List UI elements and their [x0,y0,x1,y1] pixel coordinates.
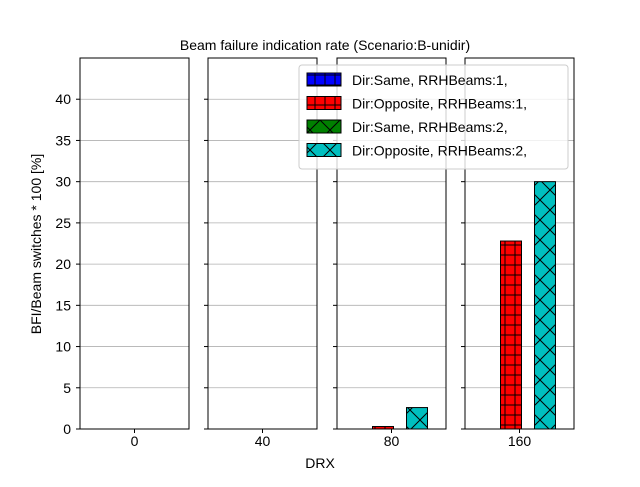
y-tick-label-15: 15 [55,297,71,313]
legend-label-1: Dir:Same, RRHBeams:1, [352,72,508,88]
legend-swatch-hatch-2 [307,96,341,110]
y-tick-label-10: 10 [55,339,71,355]
y-tick-label-30: 30 [55,174,71,190]
y-tick-label-0: 0 [63,421,71,437]
y-tick-label-25: 25 [55,215,71,231]
y-tick-label-40: 40 [55,91,71,107]
x-tick-label-80: 80 [384,433,400,449]
legend-swatch-hatch-1 [307,73,341,86]
bar-160-series-2-hatch [500,241,522,429]
legend-frame [298,64,569,170]
legend-label-4: Dir:Opposite, RRHBeams:2, [352,143,527,159]
bar-80-series-2-hatch [372,426,394,429]
subplot-40: 40 [204,57,318,449]
legend-label-3: Dir:Same, RRHBeams:2, [352,119,508,135]
legend-swatch-hatch-3 [307,120,341,133]
y-tick-label-35: 35 [55,132,71,148]
y-tick-label-20: 20 [55,256,71,272]
subplot-0: 0 [76,57,190,449]
x-tick-label-0: 0 [131,433,139,449]
legend-swatch-hatch-4 [307,143,341,157]
x-axis-label: DRX [305,455,335,471]
legend-label-2: Dir:Opposite, RRHBeams:1, [352,96,527,112]
y-tick-labels: 0 5 10 15 20 25 30 35 40 [55,91,71,437]
x-tick-label-160: 160 [508,433,532,449]
y-axis-label: BFI/Beam switches * 100 [%] [28,154,44,335]
x-tick-label-40: 40 [255,433,271,449]
bar-80-series-4-hatch [406,407,428,429]
y-tick-label-5: 5 [63,380,71,396]
chart-title: Beam failure indication rate (Scenario:B… [180,37,470,53]
bar-160-series-4-hatch [534,181,556,429]
legend: Dir:Same, RRHBeams:1, Dir:Opposite, RRHBe… [298,64,569,170]
subplot-frame [79,57,190,430]
